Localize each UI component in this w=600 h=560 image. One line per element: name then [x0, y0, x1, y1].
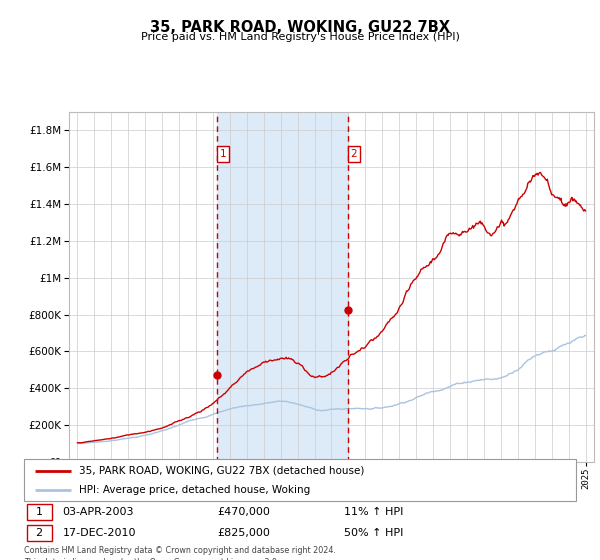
Bar — [217, 112, 348, 462]
Text: Contains HM Land Registry data © Crown copyright and database right 2024.
This d: Contains HM Land Registry data © Crown c… — [24, 546, 336, 560]
Text: £825,000: £825,000 — [217, 528, 270, 538]
Text: Price paid vs. HM Land Registry's House Price Index (HPI): Price paid vs. HM Land Registry's House … — [140, 32, 460, 43]
Text: 11% ↑ HPI: 11% ↑ HPI — [344, 507, 404, 517]
Text: 50% ↑ HPI: 50% ↑ HPI — [344, 528, 404, 538]
Text: 2: 2 — [35, 528, 43, 538]
FancyBboxPatch shape — [27, 505, 52, 520]
Text: 03-APR-2003: 03-APR-2003 — [62, 507, 134, 517]
Text: 17-DEC-2010: 17-DEC-2010 — [62, 528, 136, 538]
FancyBboxPatch shape — [27, 525, 52, 540]
Text: 35, PARK ROAD, WOKING, GU22 7BX (detached house): 35, PARK ROAD, WOKING, GU22 7BX (detache… — [79, 465, 365, 475]
Text: 1: 1 — [35, 507, 43, 517]
Text: 2: 2 — [350, 149, 357, 159]
Text: 35, PARK ROAD, WOKING, GU22 7BX: 35, PARK ROAD, WOKING, GU22 7BX — [150, 20, 450, 35]
Text: HPI: Average price, detached house, Woking: HPI: Average price, detached house, Woki… — [79, 485, 310, 495]
FancyBboxPatch shape — [24, 459, 576, 501]
Text: 1: 1 — [220, 149, 226, 159]
Text: £470,000: £470,000 — [217, 507, 270, 517]
